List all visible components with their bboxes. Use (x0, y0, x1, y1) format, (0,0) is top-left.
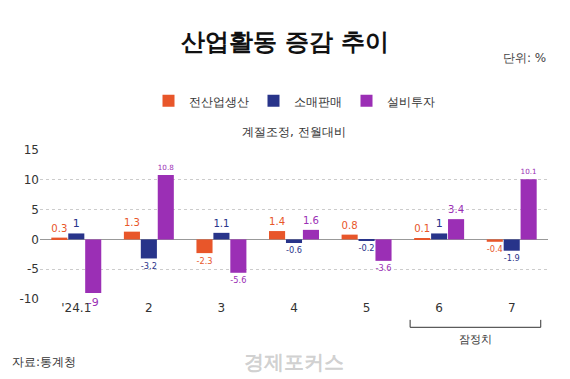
svg-text:-9: -9 (88, 296, 99, 309)
svg-text:-1.9: -1.9 (504, 253, 520, 263)
svg-text:1: 1 (73, 217, 80, 230)
svg-text:0.3: 0.3 (51, 223, 67, 234)
svg-text:-0.6: -0.6 (286, 245, 302, 255)
svg-text:단위: %: 단위: % (503, 51, 546, 65)
svg-text:-3.6: -3.6 (375, 263, 391, 273)
svg-text:3: 3 (218, 301, 226, 315)
svg-text:5: 5 (31, 203, 39, 217)
svg-text:-5: -5 (27, 262, 39, 276)
svg-text:0.1: 0.1 (414, 223, 430, 234)
svg-text:산업활동 증감 추이: 산업활동 증감 추이 (181, 28, 390, 56)
svg-text:-10: -10 (19, 292, 39, 306)
svg-text:5: 5 (363, 301, 371, 315)
svg-text:소매판매: 소매판매 (294, 95, 342, 109)
svg-text:-0.4: -0.4 (487, 244, 503, 254)
svg-text:1.6: 1.6 (303, 215, 319, 226)
svg-text:-2.3: -2.3 (196, 256, 212, 266)
svg-text:1.3: 1.3 (124, 217, 140, 228)
svg-text:전산업생산: 전산업생산 (189, 95, 249, 109)
svg-text:자료:통계청: 자료:통계청 (12, 355, 76, 369)
svg-text:계절조정, 전월대비: 계절조정, 전월대비 (242, 125, 346, 139)
svg-text:10: 10 (24, 173, 39, 187)
svg-text:10.1: 10.1 (521, 167, 537, 176)
svg-text:1.1: 1.1 (213, 218, 229, 229)
svg-text:1.4: 1.4 (269, 216, 285, 227)
svg-text:10.8: 10.8 (158, 163, 174, 172)
svg-text:잠정치: 잠정치 (459, 333, 492, 346)
svg-text:0.8: 0.8 (342, 220, 358, 231)
svg-text:3.4: 3.4 (448, 204, 464, 215)
svg-text:-5.6: -5.6 (230, 275, 246, 285)
svg-text:7: 7 (508, 301, 516, 315)
svg-text:1: 1 (436, 217, 443, 230)
svg-text:'24.1: '24.1 (61, 301, 91, 315)
svg-text:15: 15 (24, 143, 39, 157)
svg-text:2: 2 (145, 301, 153, 315)
svg-text:0: 0 (31, 233, 39, 247)
svg-text:-0.2: -0.2 (359, 243, 375, 253)
svg-text:-3.2: -3.2 (141, 261, 157, 271)
svg-text:6: 6 (435, 301, 443, 315)
svg-text:설비투자: 설비투자 (387, 95, 435, 109)
svg-text:4: 4 (290, 301, 298, 315)
svg-text:경제포커스: 경제포커스 (244, 350, 344, 374)
